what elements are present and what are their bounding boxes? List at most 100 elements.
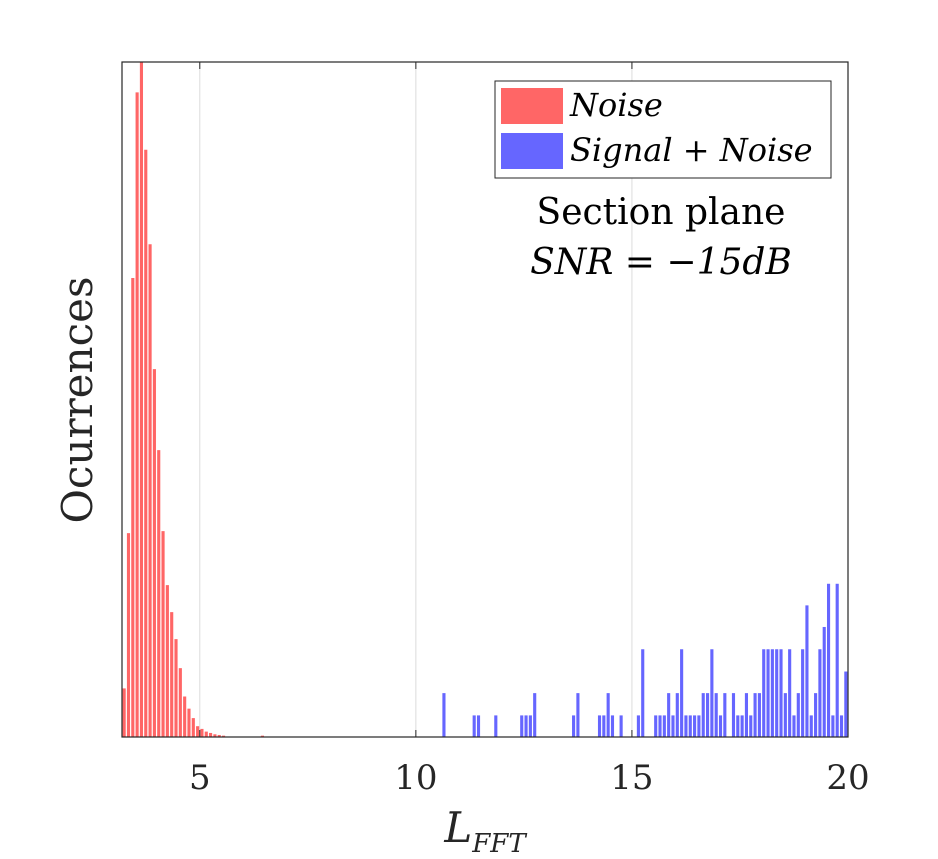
signal-noise-bar bbox=[636, 715, 640, 737]
noise-bar bbox=[221, 735, 226, 737]
signal-noise-bar bbox=[744, 693, 749, 737]
plot-frame bbox=[121, 61, 849, 738]
x-tick-label: 20 bbox=[826, 758, 869, 798]
signal-noise-bar bbox=[658, 715, 662, 737]
noise-bar bbox=[200, 728, 204, 737]
signal-noise-bar bbox=[472, 715, 476, 737]
signal-noise-bar bbox=[572, 715, 576, 737]
signal-noise-bar bbox=[697, 715, 701, 737]
noise-bar bbox=[148, 244, 152, 737]
noise-series bbox=[122, 62, 265, 737]
noise-bar bbox=[126, 533, 131, 737]
noise-bar bbox=[209, 732, 213, 737]
signal-noise-bar bbox=[762, 649, 766, 737]
signal-noise-bar bbox=[524, 715, 528, 737]
signal-noise-bar bbox=[442, 693, 446, 737]
signal-noise-bar bbox=[710, 649, 714, 737]
signal-noise-bar bbox=[654, 715, 658, 737]
x-axis-title-subscript: FFT bbox=[471, 829, 527, 859]
signal-noise-bar bbox=[723, 693, 727, 737]
signal-noise-bar bbox=[839, 715, 844, 737]
noise-bar bbox=[139, 62, 144, 737]
noise-bar bbox=[135, 92, 139, 737]
signal-noise-bar bbox=[844, 671, 848, 737]
legend-label-noise: Noise bbox=[569, 86, 663, 124]
signal-noise-bar bbox=[528, 715, 532, 737]
signal-noise-bar bbox=[494, 715, 498, 737]
noise-bar bbox=[191, 718, 195, 737]
signal-noise-bar bbox=[714, 693, 718, 737]
signal-noise-bar bbox=[671, 715, 675, 737]
signal-noise-bar bbox=[835, 583, 839, 737]
signal-noise-bar bbox=[801, 649, 805, 737]
x-tick-label: 10 bbox=[394, 758, 437, 798]
signal-noise-bar bbox=[770, 649, 774, 737]
noise-bar bbox=[170, 612, 174, 737]
signal-noise-bar bbox=[680, 649, 684, 737]
signal-noise-bar bbox=[796, 693, 800, 737]
signal-noise-series bbox=[442, 583, 848, 737]
x-tick-label: 5 bbox=[189, 758, 211, 798]
noise-bar bbox=[174, 639, 178, 737]
signal-noise-bar bbox=[701, 693, 705, 737]
signal-noise-bar bbox=[736, 715, 740, 737]
signal-noise-bar bbox=[688, 715, 692, 737]
x-axis-title-main: L bbox=[443, 803, 472, 852]
signal-noise-bar bbox=[718, 715, 723, 737]
signal-noise-bar bbox=[619, 715, 623, 737]
signal-noise-bar bbox=[775, 649, 779, 737]
signal-noise-bar bbox=[667, 693, 671, 737]
signal-noise-bar bbox=[476, 715, 481, 737]
legend-label-signal-noise: Signal + Noise bbox=[570, 131, 813, 169]
signal-noise-bar bbox=[783, 693, 787, 737]
noise-bar bbox=[122, 688, 126, 737]
noise-bar bbox=[217, 734, 221, 737]
legend: Noise Signal + Noise bbox=[494, 80, 832, 179]
annotation-section-plane: Section plane bbox=[537, 192, 786, 233]
signal-noise-bar bbox=[684, 715, 688, 737]
x-tick-label: 15 bbox=[610, 758, 653, 798]
signal-noise-bar bbox=[610, 715, 615, 737]
signal-noise-bar bbox=[533, 693, 537, 737]
signal-noise-bar bbox=[805, 605, 809, 737]
x-axis-ticks: 5 10 15 20 bbox=[189, 62, 870, 798]
noise-bar bbox=[187, 708, 191, 737]
signal-noise-bar bbox=[740, 715, 744, 737]
signal-noise-bar bbox=[602, 715, 606, 737]
signal-noise-bar bbox=[641, 649, 645, 737]
signal-noise-bar bbox=[818, 649, 822, 737]
noise-bar bbox=[131, 278, 135, 737]
signal-noise-bar bbox=[576, 693, 580, 737]
signal-noise-bar bbox=[826, 583, 831, 737]
noise-bar bbox=[196, 726, 200, 737]
signal-noise-bar bbox=[705, 693, 710, 737]
noise-bar bbox=[144, 149, 148, 737]
signal-noise-bar bbox=[693, 715, 697, 737]
noise-bar bbox=[183, 696, 187, 737]
noise-bar bbox=[204, 731, 208, 737]
signal-noise-bar bbox=[766, 649, 770, 737]
x-axis-title: LFFT bbox=[443, 803, 527, 859]
signal-noise-bar bbox=[822, 626, 826, 737]
legend-swatch-noise bbox=[501, 88, 563, 124]
signal-noise-bar bbox=[788, 649, 792, 737]
y-axis-title: Ocurrences bbox=[53, 277, 102, 524]
signal-noise-bar bbox=[757, 693, 761, 737]
noise-bar bbox=[161, 531, 165, 737]
signal-noise-bar bbox=[792, 715, 796, 737]
noise-bar bbox=[165, 585, 169, 737]
signal-noise-bar bbox=[779, 649, 783, 737]
signal-noise-bar bbox=[749, 715, 753, 737]
signal-noise-bar bbox=[731, 693, 736, 737]
noise-bar bbox=[152, 369, 156, 737]
signal-noise-bar bbox=[809, 715, 813, 737]
signal-noise-bar bbox=[831, 715, 835, 737]
signal-noise-bar bbox=[606, 693, 610, 737]
signal-noise-bar bbox=[662, 715, 666, 737]
signal-noise-bar bbox=[520, 715, 524, 737]
annotation-snr: SNR = −15dB bbox=[530, 242, 792, 283]
legend-swatch-signal-noise bbox=[501, 133, 563, 169]
noise-bar bbox=[213, 734, 217, 737]
noise-bar bbox=[157, 450, 161, 737]
